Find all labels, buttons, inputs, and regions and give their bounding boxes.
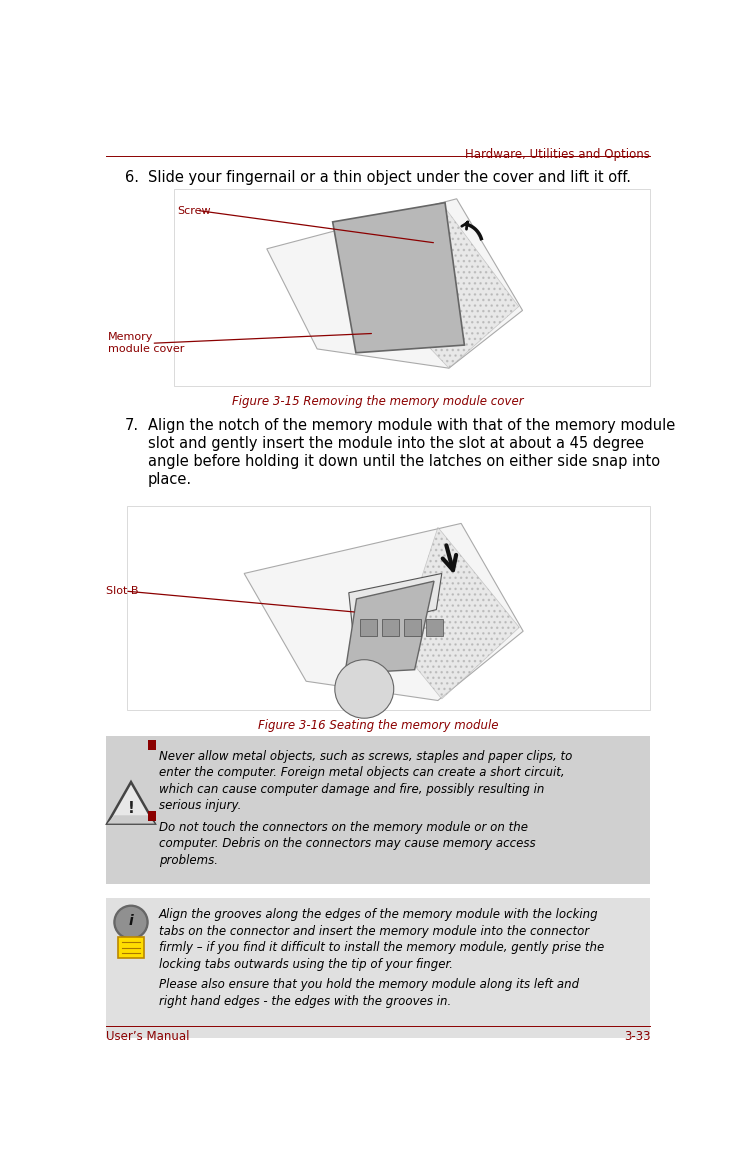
- Text: Align the notch of the memory module with that of the memory module: Align the notch of the memory module wit…: [148, 418, 675, 432]
- Polygon shape: [345, 581, 434, 674]
- Text: Align the grooves along the edges of the memory module with the locking: Align the grooves along the edges of the…: [159, 908, 599, 921]
- Text: place.: place.: [148, 472, 192, 488]
- Polygon shape: [244, 524, 523, 701]
- Text: Slot B: Slot B: [106, 586, 139, 597]
- Polygon shape: [399, 527, 520, 699]
- FancyBboxPatch shape: [127, 505, 650, 710]
- Text: Figure 3-16 Seating the memory module: Figure 3-16 Seating the memory module: [258, 718, 498, 731]
- Text: Please also ensure that you hold the memory module along its left and: Please also ensure that you hold the mem…: [159, 979, 579, 992]
- Text: !: !: [128, 800, 134, 816]
- Polygon shape: [349, 573, 442, 629]
- Text: User’s Manual: User’s Manual: [106, 1030, 190, 1043]
- Polygon shape: [107, 816, 155, 824]
- FancyBboxPatch shape: [173, 189, 650, 386]
- Text: tabs on the connector and insert the memory module into the connector: tabs on the connector and insert the mem…: [159, 925, 589, 938]
- Text: computer. Debris on the connectors may cause memory access: computer. Debris on the connectors may c…: [159, 837, 536, 850]
- Bar: [148, 811, 156, 822]
- Bar: [148, 741, 156, 750]
- Polygon shape: [404, 619, 421, 636]
- Polygon shape: [360, 619, 377, 636]
- Text: Figure 3-15 Removing the memory module cover: Figure 3-15 Removing the memory module c…: [232, 395, 524, 408]
- Text: enter the computer. Foreign metal objects can create a short circuit,: enter the computer. Foreign metal object…: [159, 766, 565, 779]
- Polygon shape: [426, 619, 443, 636]
- Text: 7.: 7.: [125, 418, 139, 432]
- Polygon shape: [395, 203, 519, 368]
- Text: Slide your fingernail or a thin object under the cover and lift it off.: Slide your fingernail or a thin object u…: [148, 170, 631, 185]
- Text: Never allow metal objects, such as screws, staples and paper clips, to: Never allow metal objects, such as screw…: [159, 750, 572, 763]
- FancyBboxPatch shape: [118, 936, 144, 959]
- Polygon shape: [382, 619, 399, 636]
- Text: problems.: problems.: [159, 853, 218, 866]
- Text: serious injury.: serious injury.: [159, 799, 241, 812]
- Text: Memory
module cover: Memory module cover: [108, 333, 184, 354]
- Text: 3-33: 3-33: [624, 1030, 650, 1043]
- Circle shape: [335, 660, 394, 718]
- Polygon shape: [107, 782, 155, 824]
- Text: firmly – if you find it difficult to install the memory module, gently prise the: firmly – if you find it difficult to ins…: [159, 941, 604, 954]
- Text: Hardware, Utilities and Options: Hardware, Utilities and Options: [466, 149, 650, 162]
- Text: right hand edges - the edges with the grooves in.: right hand edges - the edges with the gr…: [159, 995, 451, 1008]
- Text: 6.: 6.: [125, 170, 139, 185]
- FancyBboxPatch shape: [106, 898, 650, 1037]
- Circle shape: [117, 907, 145, 936]
- Polygon shape: [266, 199, 523, 368]
- Text: i: i: [128, 914, 134, 928]
- FancyBboxPatch shape: [106, 736, 650, 884]
- Polygon shape: [333, 203, 464, 353]
- Text: angle before holding it down until the latches on either side snap into: angle before holding it down until the l…: [148, 454, 661, 469]
- Text: Do not touch the connectors on the memory module or on the: Do not touch the connectors on the memor…: [159, 820, 528, 833]
- Text: which can cause computer damage and fire, possibly resulting in: which can cause computer damage and fire…: [159, 783, 545, 796]
- Text: locking tabs outwards using the tip of your finger.: locking tabs outwards using the tip of y…: [159, 958, 453, 970]
- Text: slot and gently insert the module into the slot at about a 45 degree: slot and gently insert the module into t…: [148, 436, 644, 451]
- Text: Screw: Screw: [178, 206, 211, 216]
- Circle shape: [114, 905, 148, 939]
